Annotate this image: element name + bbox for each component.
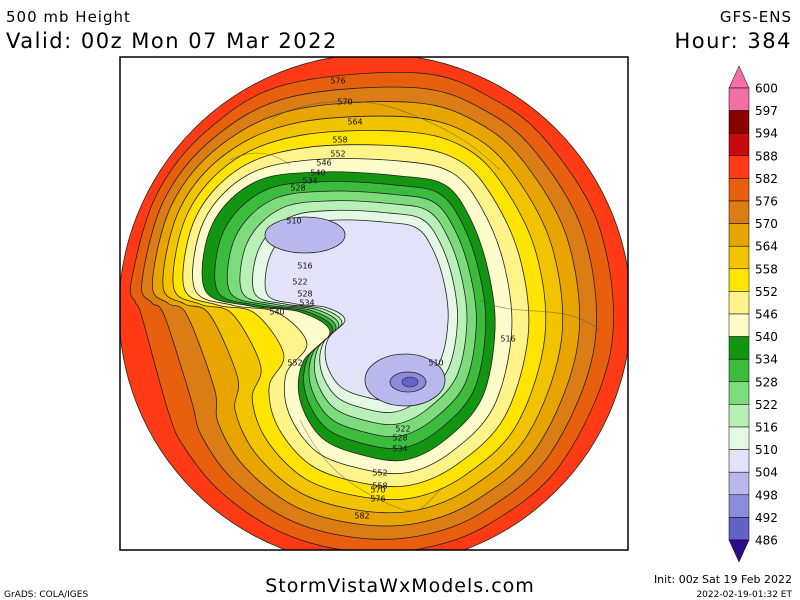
legend-swatch bbox=[728, 517, 750, 541]
map-frame bbox=[119, 56, 629, 551]
legend-label: 522 bbox=[755, 398, 778, 412]
map: 5765705645585525465405345285105165225285… bbox=[120, 57, 628, 550]
legend-swatch bbox=[728, 471, 750, 496]
contour-label: 516 bbox=[500, 335, 515, 344]
contour-label: 558 bbox=[372, 482, 387, 491]
legend-label: 546 bbox=[755, 308, 778, 322]
contour-label: 546 bbox=[316, 159, 331, 168]
contour-label: 510 bbox=[286, 217, 301, 226]
color-legend: 600 597 594 588 582 576 570 564 558 552 546 540 534 5… bbox=[728, 65, 778, 563]
legend-label: 528 bbox=[755, 375, 778, 389]
site: StormVistaWxModels.com bbox=[265, 575, 535, 597]
legend-label: 510 bbox=[755, 443, 778, 457]
legend-label: 564 bbox=[755, 240, 778, 254]
contour-label: 534 bbox=[299, 299, 314, 308]
forecast-hour: Hour: 384 bbox=[674, 29, 792, 53]
contour-label: 564 bbox=[347, 118, 362, 127]
legend-swatch bbox=[728, 200, 750, 224]
legend-swatch bbox=[728, 494, 750, 518]
legend-arrow-top bbox=[728, 65, 750, 89]
contour-label: 528 bbox=[297, 290, 312, 299]
legend-label: 516 bbox=[755, 421, 778, 435]
legend-label: 486 bbox=[755, 534, 778, 548]
legend-label: 582 bbox=[755, 172, 778, 186]
legend-label: 534 bbox=[755, 353, 778, 367]
legend-label: 576 bbox=[755, 195, 778, 209]
low-center bbox=[264, 216, 346, 254]
legend-label: 588 bbox=[755, 149, 778, 163]
contour-label: 570 bbox=[337, 98, 352, 107]
contour-label: 510 bbox=[428, 359, 443, 368]
legend-swatch bbox=[728, 336, 750, 360]
legend-swatch bbox=[728, 449, 750, 473]
legend-label: 540 bbox=[755, 330, 778, 344]
legend-swatch bbox=[728, 291, 750, 315]
init-time: Init: 00z Sat 19 Feb 2022 bbox=[654, 573, 792, 586]
contour-label: 522 bbox=[292, 278, 307, 287]
coastline bbox=[229, 100, 601, 512]
legend-label: 498 bbox=[755, 488, 778, 502]
legend-label: 504 bbox=[755, 466, 778, 480]
legend-swatch bbox=[728, 155, 750, 179]
legend-label: 570 bbox=[755, 217, 778, 231]
legend-swatch bbox=[728, 132, 750, 157]
contour-label: 528 bbox=[392, 434, 407, 443]
contour-label: 522 bbox=[395, 425, 410, 434]
legend-swatch bbox=[728, 110, 750, 134]
contour-label: 552 bbox=[372, 469, 387, 478]
legend-label: 492 bbox=[755, 511, 778, 525]
legend-arrow-bottom bbox=[728, 539, 750, 563]
legend-label: 552 bbox=[755, 285, 778, 299]
contour-label: 576 bbox=[330, 77, 345, 86]
legend-label: 597 bbox=[755, 104, 778, 118]
contour-label: 558 bbox=[332, 136, 347, 145]
legend-swatch bbox=[728, 358, 750, 383]
contour-label: 528 bbox=[290, 184, 305, 193]
contour-label: 570 bbox=[370, 486, 385, 495]
low-center bbox=[401, 376, 419, 388]
legend-swatch bbox=[728, 87, 750, 111]
credit: GrADS: COLA/IGES bbox=[4, 590, 88, 600]
legend-swatch bbox=[728, 223, 750, 247]
contour-label: 540 bbox=[269, 308, 284, 317]
contour-label: 552 bbox=[287, 359, 302, 368]
timestamp: 2022-02-19-01:32 ET bbox=[696, 590, 792, 600]
contour-label: 534 bbox=[392, 445, 407, 454]
model: GFS-ENS bbox=[720, 8, 792, 26]
legend-label: 600 bbox=[755, 82, 778, 96]
legend-swatch bbox=[728, 313, 750, 337]
legend-swatch bbox=[728, 404, 750, 428]
contour-label: 516 bbox=[297, 262, 312, 271]
legend-swatch bbox=[728, 245, 750, 270]
legend-label: 594 bbox=[755, 127, 778, 141]
legend-swatch bbox=[728, 178, 750, 202]
legend-swatch bbox=[728, 381, 750, 405]
legend-label: 558 bbox=[755, 262, 778, 276]
contour-label: 534 bbox=[302, 177, 317, 186]
legend-swatch bbox=[728, 426, 750, 450]
contour-label: 582 bbox=[354, 512, 369, 521]
valid-time: Valid: 00z Mon 07 Mar 2022 bbox=[6, 29, 338, 53]
contour-label: 552 bbox=[330, 150, 345, 159]
contour-label: 576 bbox=[370, 495, 385, 504]
title: 500 mb Height bbox=[6, 8, 131, 26]
contour-label: 540 bbox=[310, 169, 325, 178]
legend-swatch bbox=[728, 268, 750, 292]
